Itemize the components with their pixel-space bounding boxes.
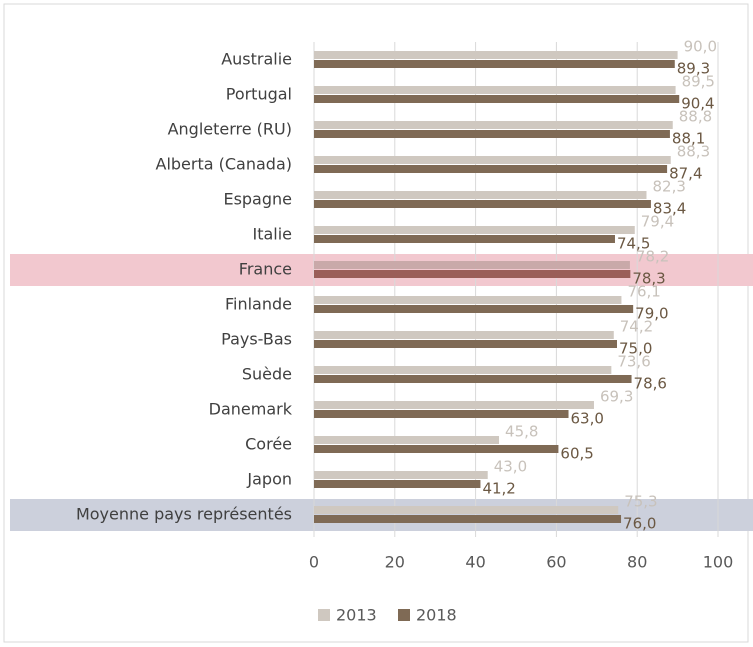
y-tick-label: Moyenne pays représentés bbox=[76, 505, 292, 524]
data-label: 83,4 bbox=[653, 200, 686, 218]
data-label: 73,6 bbox=[617, 353, 650, 371]
x-tick-label: 60 bbox=[546, 553, 566, 572]
data-label: 74,2 bbox=[620, 318, 653, 336]
y-tick-label: Danemark bbox=[209, 400, 293, 419]
data-label: 60,5 bbox=[560, 445, 593, 463]
legend-label: 2013 bbox=[336, 606, 377, 625]
data-label: 78,2 bbox=[636, 248, 669, 266]
data-label: 87,4 bbox=[669, 165, 702, 183]
bar bbox=[314, 165, 668, 173]
data-label: 69,3 bbox=[600, 388, 633, 406]
legend-swatch bbox=[398, 609, 410, 621]
bar bbox=[314, 410, 569, 418]
bar bbox=[314, 515, 622, 523]
bar bbox=[314, 86, 676, 94]
bar bbox=[314, 305, 634, 313]
data-label: 63,0 bbox=[571, 410, 604, 428]
bar bbox=[314, 235, 615, 243]
bar bbox=[314, 436, 500, 444]
bar bbox=[314, 191, 647, 199]
legend-label: 2018 bbox=[416, 606, 457, 625]
data-label: 79,0 bbox=[635, 305, 668, 323]
x-tick-label: 20 bbox=[385, 553, 405, 572]
data-label: 88,1 bbox=[672, 130, 705, 148]
legend-swatch bbox=[318, 609, 330, 621]
y-tick-label: Espagne bbox=[223, 190, 292, 209]
data-label: 45,8 bbox=[505, 423, 538, 441]
x-tick-label: 100 bbox=[703, 553, 734, 572]
data-label: 90,0 bbox=[684, 38, 717, 56]
y-tick-label: Pays-Bas bbox=[221, 330, 292, 349]
y-tick-label: Suède bbox=[242, 365, 292, 384]
chart-frame bbox=[3, 3, 749, 643]
data-label: 74,5 bbox=[617, 235, 650, 253]
bar bbox=[314, 261, 630, 269]
bar bbox=[314, 445, 559, 453]
y-tick-label: France bbox=[239, 260, 292, 279]
x-tick-label: 80 bbox=[627, 553, 647, 572]
y-tick-label: Alberta (Canada) bbox=[156, 155, 293, 174]
y-tick-label: Finlande bbox=[225, 295, 292, 314]
bar bbox=[314, 340, 617, 348]
bar bbox=[314, 60, 675, 68]
y-tick-label: Angleterre (RU) bbox=[168, 120, 292, 139]
bar bbox=[314, 506, 619, 514]
data-label: 89,5 bbox=[682, 73, 715, 91]
data-label: 41,2 bbox=[482, 480, 515, 498]
data-label: 43,0 bbox=[494, 458, 527, 476]
y-tick-label: Italie bbox=[252, 225, 292, 244]
bar bbox=[314, 270, 631, 278]
bar bbox=[314, 471, 488, 479]
bar bbox=[314, 331, 614, 339]
bar bbox=[314, 121, 673, 129]
data-label: 76,0 bbox=[623, 515, 656, 533]
bar bbox=[314, 480, 481, 488]
bar bbox=[314, 401, 594, 409]
y-tick-label: Japon bbox=[246, 470, 292, 489]
data-label: 88,3 bbox=[677, 143, 710, 161]
bar bbox=[314, 375, 632, 383]
bar bbox=[314, 95, 680, 103]
bar bbox=[314, 156, 671, 164]
bar bbox=[314, 51, 678, 59]
data-label: 82,3 bbox=[652, 178, 685, 196]
bar bbox=[314, 296, 622, 304]
data-label: 79,4 bbox=[641, 213, 674, 231]
data-label: 75,0 bbox=[619, 340, 652, 358]
bar bbox=[314, 226, 635, 234]
x-tick-label: 0 bbox=[309, 553, 319, 572]
data-label: 75,3 bbox=[624, 493, 657, 511]
bar bbox=[314, 130, 670, 138]
x-tick-label: 40 bbox=[465, 553, 485, 572]
data-label: 78,6 bbox=[634, 375, 667, 393]
y-tick-label: Portugal bbox=[226, 85, 292, 104]
data-label: 90,4 bbox=[681, 95, 714, 113]
data-label: 89,3 bbox=[677, 60, 710, 78]
data-label: 88,8 bbox=[679, 108, 712, 126]
y-tick-label: Australie bbox=[221, 50, 292, 69]
bar bbox=[314, 200, 651, 208]
data-label: 78,3 bbox=[632, 270, 665, 288]
y-tick-label: Corée bbox=[245, 435, 292, 454]
data-label: 76,1 bbox=[627, 283, 660, 301]
bar bbox=[314, 366, 612, 374]
